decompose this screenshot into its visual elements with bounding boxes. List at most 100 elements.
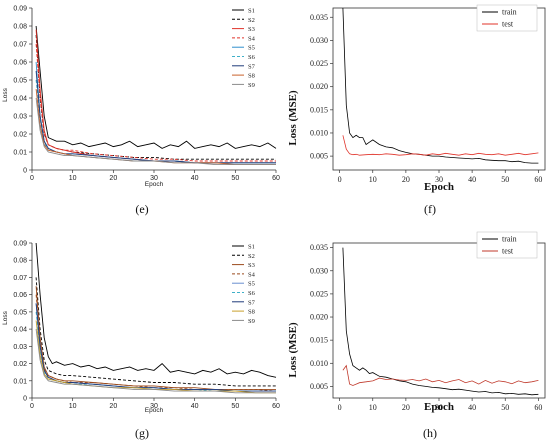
- legend-label: S3: [248, 26, 255, 33]
- series-line-s7: [35, 70, 276, 164]
- series-line-s4: [35, 294, 277, 392]
- series-line-s2: [35, 277, 276, 387]
- x-tick-label: 0: [30, 175, 34, 182]
- x-axis-label: Epoch: [424, 401, 454, 413]
- y-axis-label: Loss: [2, 310, 9, 324]
- y-tick-label: 0.09: [13, 6, 27, 13]
- x-tick-label: 60: [534, 175, 542, 184]
- y-tick-label: 0.01: [13, 378, 27, 385]
- y-tick-label: 0: [23, 168, 27, 175]
- panel-label-g: (g): [135, 426, 149, 440]
- y-tick-label: 0.03: [13, 114, 27, 121]
- x-tick-label: 40: [191, 175, 199, 182]
- legend: S1 S2 S3 S4 S5 S6 S7 S8 S9: [232, 8, 256, 89]
- y-tick-label: 0.015: [310, 105, 328, 114]
- y-tick-label: 0.07: [13, 275, 27, 282]
- y-tick-label: 0.025: [310, 289, 328, 298]
- x-tick-label: 10: [69, 403, 77, 410]
- panel-f: 0 10 20 30 40 50 60 0.005 0.010 0.015 0.020 0.025 0.…: [287, 4, 546, 193]
- x-tick-label: 20: [402, 403, 410, 412]
- y-tick-label: 0.09: [13, 241, 27, 248]
- y-tick-label: 0.04: [13, 327, 27, 334]
- x-tick-label: 30: [435, 403, 443, 412]
- y-tick-label: 0.06: [13, 292, 27, 299]
- legend-label: S6: [248, 54, 256, 61]
- y-tick-label: 0.02: [13, 132, 27, 139]
- x-tick-label: 50: [501, 175, 509, 184]
- y-tick-label: 0.010: [310, 359, 328, 368]
- y-tick-label: 0.05: [13, 309, 27, 316]
- series-line-s5: [35, 303, 276, 392]
- panel-h: 0 10 20 30 40 50 60 0.005 0.010 0.015 0.020 0.025 0.…: [287, 231, 546, 413]
- x-tick-label: 30: [150, 403, 158, 410]
- panel-g: 0 10 20 30 40 50 60 0 0.01 0.02 0.03 0.04 0.05 0.06 0.…: [2, 241, 280, 415]
- legend-label: S9: [248, 82, 255, 89]
- y-tick-label: 0.03: [13, 344, 27, 351]
- series-line-s1: [35, 242, 277, 378]
- x-tick-label: 20: [109, 175, 117, 182]
- y-tick-label: 0.02: [13, 361, 27, 368]
- panel-label-e: (e): [135, 202, 148, 216]
- x-tick-label: 50: [231, 175, 239, 182]
- x-tick-label: 10: [369, 403, 377, 412]
- series-line-s3: [35, 29, 276, 164]
- x-tick-label: 50: [231, 403, 239, 410]
- series-line-train: [342, 247, 539, 396]
- legend-label: S6: [248, 290, 256, 297]
- legend-box: [476, 4, 538, 32]
- legend-label: S7: [248, 299, 256, 306]
- series-line-s2: [35, 34, 276, 160]
- series-line-s4: [35, 43, 276, 162]
- x-axis-label: Epoch: [145, 181, 164, 188]
- panel-label-f: (f): [424, 202, 436, 216]
- legend-label: S3: [248, 262, 255, 269]
- y-tick-label: 0.08: [13, 24, 27, 31]
- legend-label: S8: [248, 73, 255, 80]
- panel-label-h: (h): [423, 426, 437, 440]
- series-line-s8: [35, 88, 276, 166]
- legend-label: S4: [248, 271, 256, 278]
- y-tick-label: 0.010: [310, 128, 328, 137]
- legend-label: S5: [248, 281, 255, 288]
- x-tick-label: 20: [109, 403, 117, 410]
- x-tick-label: 30: [435, 175, 443, 184]
- legend-label: S1: [248, 8, 255, 15]
- y-tick-label: 0.07: [13, 42, 27, 49]
- x-tick-label: 0: [338, 403, 342, 412]
- series-line-s7: [35, 303, 276, 392]
- y-tick-label: 0.030: [310, 266, 328, 275]
- y-tick-label: 0.01: [13, 150, 27, 157]
- legend-label: S9: [248, 318, 255, 325]
- x-tick-label: 60: [272, 175, 280, 182]
- legend-label: S1: [248, 244, 255, 251]
- y-tick-label: 0.030: [310, 36, 328, 45]
- y-tick-label: 0.005: [310, 382, 328, 391]
- y-tick-label: 0.05: [13, 78, 27, 85]
- legend-label: test: [502, 247, 514, 256]
- y-tick-label: 0: [23, 396, 27, 403]
- legend-box: [476, 231, 538, 259]
- legend: train test: [476, 231, 538, 259]
- series-line-test: [342, 135, 539, 156]
- y-axis-label: Loss: [2, 87, 9, 101]
- x-tick-label: 0: [338, 175, 342, 184]
- legend-label: train: [502, 235, 517, 244]
- y-tick-label: 0.035: [310, 243, 328, 252]
- x-tick-label: 10: [369, 175, 377, 184]
- x-tick-label: 40: [191, 403, 199, 410]
- plot-frame: [332, 7, 546, 171]
- x-tick-label: 0: [30, 403, 34, 410]
- y-tick-label: 0.035: [310, 13, 328, 22]
- series-line-s1: [35, 25, 277, 149]
- x-tick-label: 50: [501, 403, 509, 412]
- legend-label: train: [502, 8, 517, 17]
- legend-label: test: [502, 20, 514, 29]
- series-line-test: [342, 364, 539, 386]
- x-axis-label: Epoch: [424, 181, 454, 193]
- legend-label: S4: [248, 35, 256, 42]
- plot-frame: [332, 242, 546, 399]
- panel-e: 0 10 20 30 40 50 60 0 0.01 0.02 0.03 0.04 0.05 0.06 0.…: [2, 6, 280, 189]
- legend-label: S2: [248, 253, 255, 260]
- y-tick-label: 0.020: [310, 313, 328, 322]
